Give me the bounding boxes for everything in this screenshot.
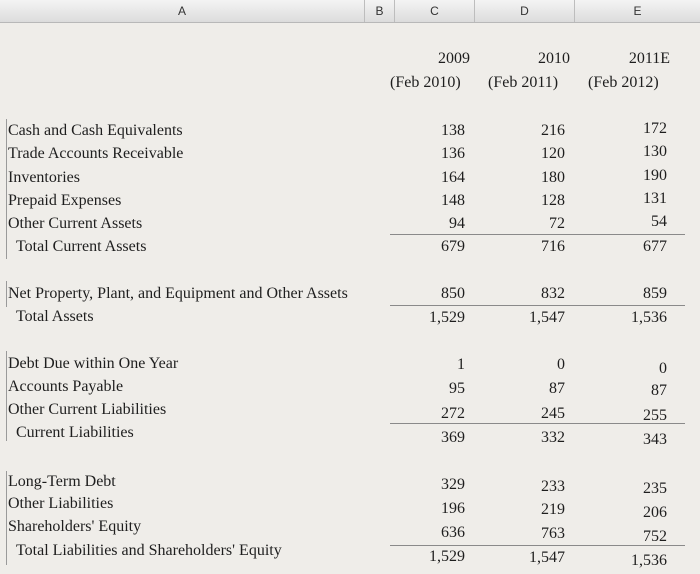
subtotal-rule (390, 305, 685, 306)
cell-value[interactable]: 87 (549, 380, 565, 397)
cell-value[interactable]: 233 (541, 478, 565, 495)
cell-value[interactable]: 87 (651, 382, 667, 399)
cell-value[interactable]: 136 (441, 145, 465, 162)
row-label: Shareholders' Equity (8, 518, 142, 535)
cell-value[interactable]: 148 (441, 192, 465, 209)
cell-value[interactable]: 255 (643, 407, 667, 424)
period-2009: (Feb 2010) (390, 74, 461, 91)
cell-value[interactable]: 1,547 (529, 549, 565, 566)
row-label: Long-Term Debt (8, 473, 116, 490)
cell-value[interactable]: 332 (541, 429, 565, 446)
cell-value[interactable]: 130 (643, 143, 667, 160)
year-2010: 2010 (538, 50, 570, 67)
row-label: Prepaid Expenses (8, 192, 122, 209)
row-label-total: Current Liabilities (16, 424, 134, 441)
cell-value[interactable]: 679 (441, 238, 465, 255)
row-label: Accounts Payable (8, 378, 124, 395)
cell-value[interactable]: 138 (441, 122, 465, 139)
cell-value[interactable]: 245 (541, 405, 565, 422)
cell-value[interactable]: 54 (651, 213, 667, 230)
cell-value[interactable]: 716 (541, 238, 565, 255)
cell-value[interactable]: 95 (449, 380, 465, 397)
cell-value[interactable]: 1,536 (631, 309, 667, 326)
subtotal-rule (390, 545, 685, 546)
cell-value[interactable]: 752 (643, 528, 667, 545)
cell-value[interactable]: 72 (549, 215, 565, 232)
spreadsheet-grid[interactable]: 2009 2010 2011E (Feb 2010) (Feb 2011) (F… (0, 23, 700, 574)
row-label: Other Current Liabilities (8, 401, 167, 418)
cell-value[interactable]: 850 (441, 285, 465, 302)
cell-value[interactable]: 131 (643, 190, 667, 207)
row-label: Trade Accounts Receivable (8, 145, 184, 162)
left-border (6, 119, 7, 259)
row-label: Other Current Assets (8, 215, 143, 232)
cell-value[interactable]: 1,529 (429, 309, 465, 326)
cell-value[interactable]: 0 (557, 356, 565, 373)
cell-value[interactable]: 120 (541, 145, 565, 162)
row-label: Cash and Cash Equivalents (8, 122, 183, 139)
row-label: Other Liabilities (8, 495, 114, 512)
cell-value[interactable]: 219 (541, 501, 565, 518)
cell-value[interactable]: 677 (643, 238, 667, 255)
left-border (6, 471, 7, 565)
cell-value[interactable]: 763 (541, 525, 565, 542)
cell-value[interactable]: 343 (643, 431, 667, 448)
cell-value[interactable]: 164 (441, 169, 465, 186)
cell-value[interactable]: 216 (541, 122, 565, 139)
subtotal-rule (390, 234, 685, 235)
row-label-total: Total Assets (16, 308, 94, 325)
cell-value[interactable]: 0 (659, 360, 667, 377)
cell-value[interactable]: 180 (541, 169, 565, 186)
period-2011e: (Feb 2012) (588, 74, 659, 91)
left-border (6, 281, 7, 307)
column-header-d[interactable]: D (475, 0, 575, 22)
cell-value[interactable]: 832 (541, 285, 565, 302)
cell-value[interactable]: 206 (643, 504, 667, 521)
cell-value[interactable]: 369 (441, 429, 465, 446)
cell-value[interactable]: 190 (643, 167, 667, 184)
cell-value[interactable]: 859 (643, 285, 667, 302)
cell-value[interactable]: 235 (643, 480, 667, 497)
cell-value[interactable]: 1,547 (529, 309, 565, 326)
column-header-e[interactable]: E (633, 4, 642, 18)
year-2011e: 2011E (628, 50, 670, 67)
row-label: Inventories (8, 169, 80, 186)
cell-value[interactable]: 1 (457, 356, 465, 373)
row-label-total: Total Current Assets (16, 238, 147, 255)
cell-value[interactable]: 94 (449, 215, 465, 232)
column-header-a[interactable]: A (0, 0, 365, 22)
cell-value[interactable]: 1,529 (429, 548, 465, 565)
cell-value[interactable]: 329 (441, 476, 465, 493)
left-border (6, 351, 7, 441)
cell-value[interactable]: 128 (541, 192, 565, 209)
cell-value[interactable]: 196 (441, 500, 465, 517)
row-label: Debt Due within One Year (8, 355, 179, 372)
year-2009: 2009 (438, 50, 470, 67)
cell-value[interactable]: 272 (441, 405, 465, 422)
cell-value[interactable]: 1,536 (631, 552, 667, 569)
cell-value[interactable]: 636 (441, 524, 465, 541)
row-label-total: Total Liabilities and Shareholders' Equi… (16, 542, 282, 559)
period-2010: (Feb 2011) (488, 74, 559, 91)
column-header-c[interactable]: C (395, 0, 475, 22)
row-label: Net Property, Plant, and Equipment and O… (8, 285, 348, 302)
cell-value[interactable]: 172 (643, 120, 667, 137)
column-header-b[interactable]: B (365, 0, 395, 22)
subtotal-rule (390, 423, 685, 424)
column-header-bar: A B C D E (0, 0, 700, 23)
